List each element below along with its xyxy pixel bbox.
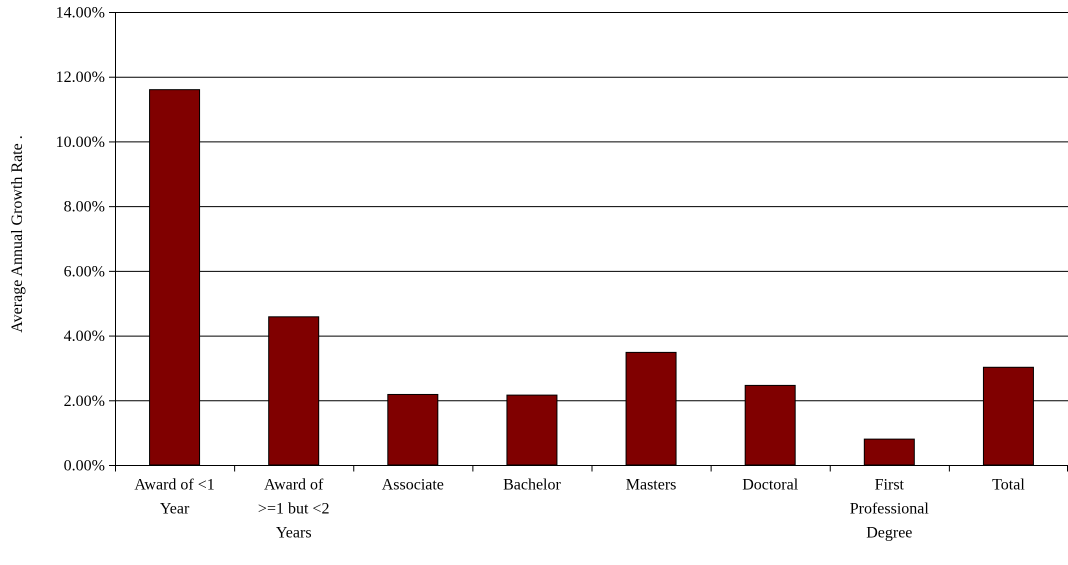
y-tick-label: 2.00% <box>64 393 105 410</box>
x-tick-label-line: Bachelor <box>503 477 561 494</box>
x-tick-label: Associate <box>382 477 444 494</box>
x-tick-label-line: First <box>875 477 905 494</box>
x-tick-label-line: Years <box>276 525 312 542</box>
y-tick-label: 0.00% <box>64 458 105 475</box>
x-tick-labels: Award of <1 Year Award of >=1 but <2 Years As… <box>134 477 1025 542</box>
x-tick-label: Doctoral <box>742 477 799 494</box>
x-tick-label-line: Doctoral <box>742 477 799 494</box>
gridlines <box>115 12 1068 402</box>
x-tick-label: First Professional Degree <box>850 477 930 542</box>
x-tick-label-line: Award of <1 <box>134 477 214 494</box>
axes <box>109 12 1068 472</box>
y-axis-label: Average Annual Growth Rate. <box>9 135 26 332</box>
x-tick-label-line: Masters <box>626 477 677 494</box>
x-tick-label: Award of >=1 but <2 Years <box>258 477 330 542</box>
bars <box>149 89 1034 466</box>
x-tick-label: Award of <1 Year <box>134 477 214 518</box>
bar <box>863 438 915 466</box>
y-axis-label-text: Average Annual Growth Rate <box>9 143 26 332</box>
y-tick-label: 8.00% <box>64 199 105 216</box>
x-tick-label-line: Total <box>992 477 1025 494</box>
x-tick-label-line: Year <box>160 501 190 518</box>
bar <box>506 394 558 466</box>
y-tick-labels: 0.00% 2.00% 4.00% 6.00% 8.00% 10.00% 12.00% 14.… <box>56 5 105 475</box>
x-tick-label: Total <box>992 477 1025 494</box>
x-tick-label: Bachelor <box>503 477 561 494</box>
x-tick-label-line: Professional <box>850 501 930 518</box>
bar <box>149 89 201 466</box>
bar <box>982 366 1034 466</box>
bar <box>387 393 439 466</box>
y-tick-label: 6.00% <box>64 263 105 280</box>
y-tick-label: 12.00% <box>56 69 105 86</box>
bar <box>625 351 677 466</box>
x-tick-label-line: Degree <box>866 525 912 542</box>
x-tick-label-line: >=1 but <2 <box>258 501 330 518</box>
bar <box>744 384 796 466</box>
y-tick-label: 4.00% <box>64 328 105 345</box>
bar <box>268 316 320 466</box>
y-axis-label-suffix: . <box>9 135 26 139</box>
x-tick-label: Masters <box>626 477 677 494</box>
y-tick-label: 14.00% <box>56 5 105 22</box>
x-tick-label-line: Associate <box>382 477 444 494</box>
y-tick-label: 10.00% <box>56 134 105 151</box>
x-tick-label-line: Award of <box>264 477 324 494</box>
